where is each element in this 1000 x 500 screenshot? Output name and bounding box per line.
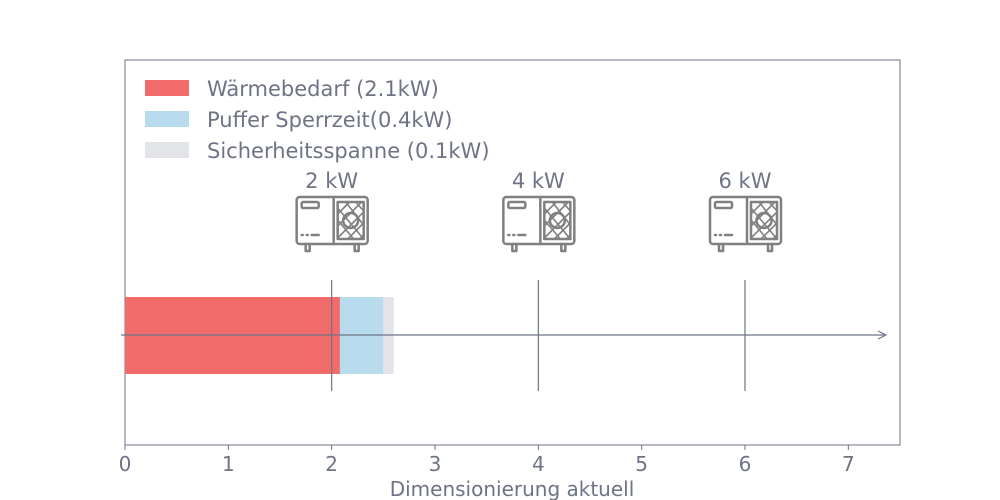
heat-pump-outdoor-unit-icon — [295, 195, 369, 253]
arrow-head — [877, 330, 888, 340]
legend-swatch — [145, 80, 189, 96]
legend-entry-2: Puffer Sperrzeit(0.4kW) — [145, 108, 453, 132]
legend-entry-1: Wärmebedarf (2.1kW) — [145, 77, 439, 101]
legend-swatch — [145, 111, 189, 127]
x-tick-label: 7 — [842, 452, 855, 476]
heat-pump-marker-3: 6 kW — [708, 169, 783, 391]
heat-pump-marker-1: 2 kW — [295, 169, 369, 391]
legend-entry-3: Sicherheitsspanne (0.1kW) — [145, 139, 490, 163]
dimension-arrow — [121, 330, 888, 340]
x-tick-label: 0 — [119, 452, 132, 476]
legend-label: Sicherheitsspanne (0.1kW) — [207, 139, 490, 163]
legend-label: Wärmebedarf (2.1kW) — [207, 77, 439, 101]
capacity-label: 6 kW — [719, 169, 772, 193]
legend-swatch — [145, 142, 189, 158]
x-axis: 0 1 2 3 4 5 6 7 — [119, 445, 855, 476]
x-tick-label: 2 — [325, 452, 338, 476]
x-tick-label: 5 — [635, 452, 648, 476]
heat-pump-outdoor-unit-icon — [502, 195, 576, 253]
heat-pump-outdoor-unit-icon — [708, 195, 783, 253]
plot-frame — [124, 59, 901, 446]
heat-pump-marker-2: 4 kW — [502, 169, 576, 391]
x-tick-label: 6 — [739, 452, 752, 476]
legend-label: Puffer Sperrzeit(0.4kW) — [207, 108, 453, 132]
x-tick-label: 1 — [222, 452, 235, 476]
legend: Wärmebedarf (2.1kW) Puffer Sperrzeit(0.4k… — [145, 77, 490, 163]
capacity-label: 2 kW — [305, 169, 358, 193]
x-tick-label: 4 — [532, 452, 545, 476]
x-tick-label: 3 — [429, 452, 442, 476]
capacity-label: 4 kW — [512, 169, 565, 193]
x-axis-title: Dimensionierung aktuell — [390, 477, 635, 500]
